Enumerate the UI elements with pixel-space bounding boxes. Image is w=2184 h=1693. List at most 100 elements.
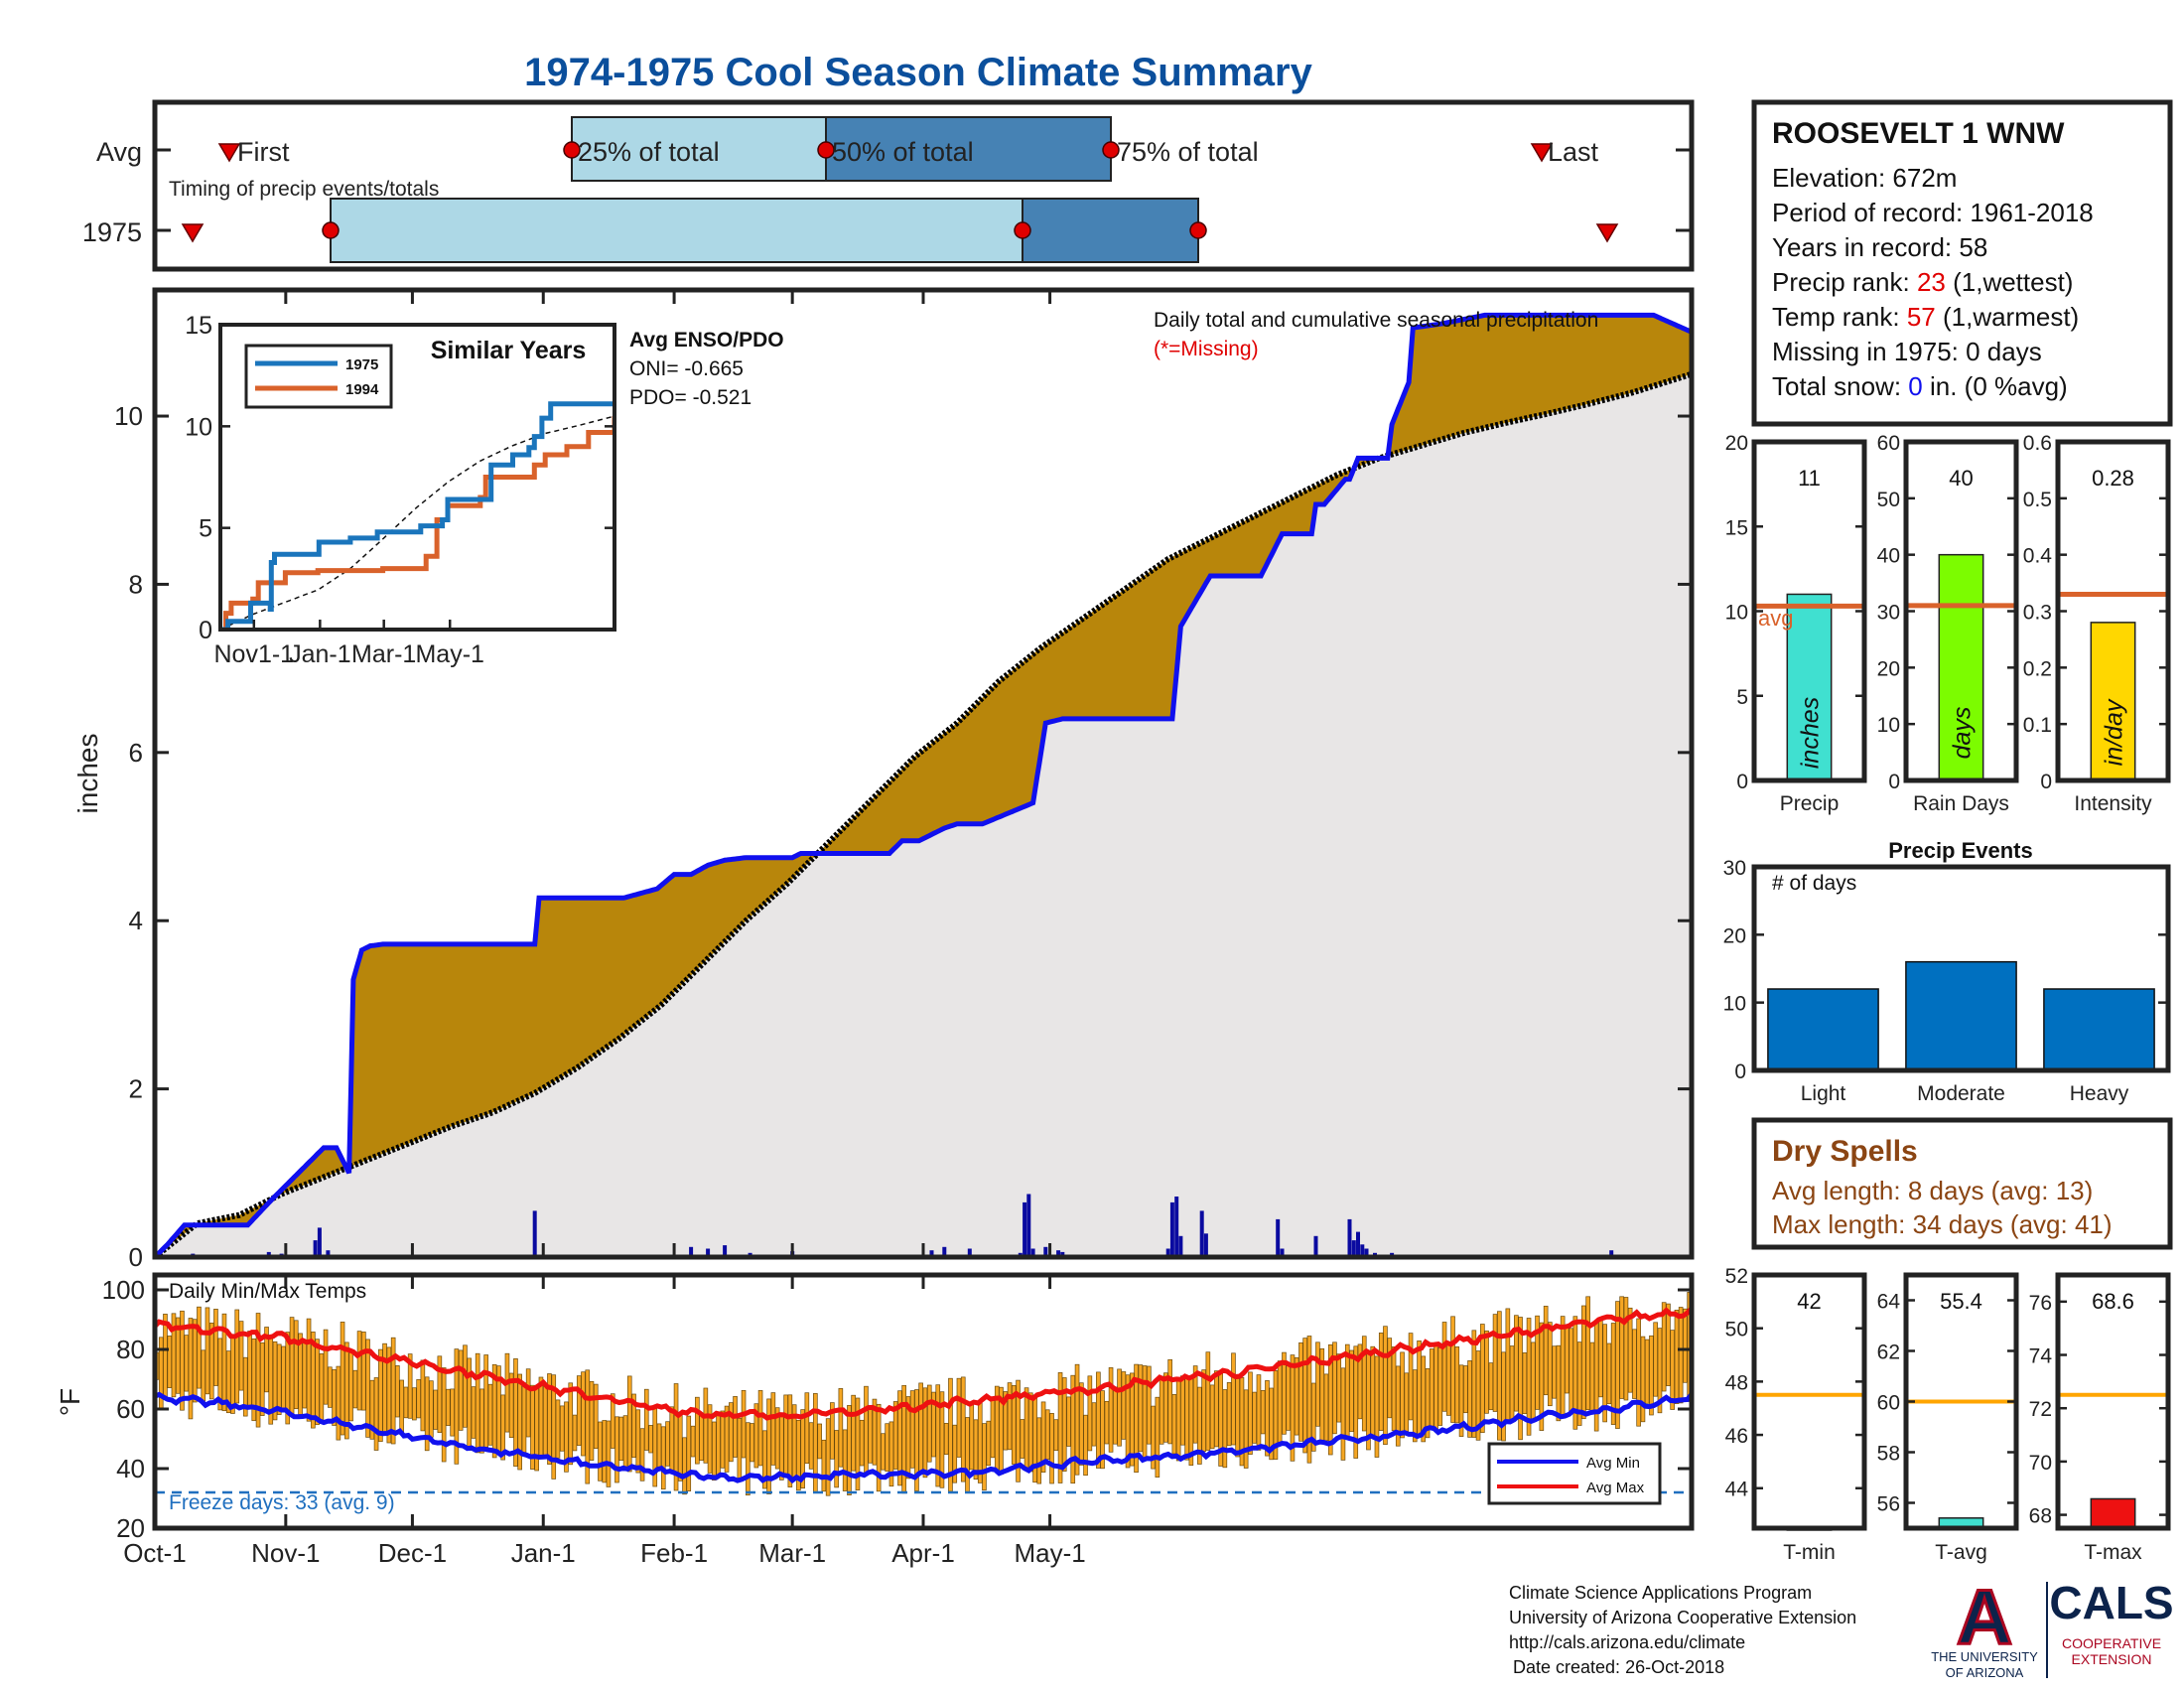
first-1975-marker xyxy=(181,223,205,243)
daily-temp-bar xyxy=(1518,1317,1523,1441)
daily-temp-bar xyxy=(1248,1371,1253,1455)
daily-precip-bar xyxy=(532,1210,537,1257)
temp-summary-bars: 44 46 48 50 52 42 T-min 56 58 60 62 64 55.4 T-avg 68 70… xyxy=(1725,1265,2171,1564)
daily-temp-bar xyxy=(1370,1345,1376,1436)
daily-precip-bar xyxy=(1169,1201,1174,1257)
events-x-label: Moderate xyxy=(1917,1082,2005,1105)
precip-rank-value: 23 xyxy=(1917,267,1946,297)
inset-y-tick-label: 5 xyxy=(199,515,212,543)
p50-label: 50% of total xyxy=(832,137,974,167)
daily-temp-bar xyxy=(1163,1372,1168,1443)
station-elevation: Elevation: 672m xyxy=(1772,163,1957,193)
daily-temp-bar xyxy=(1509,1345,1515,1420)
daily-temp-bar xyxy=(276,1343,282,1415)
main-caption: Daily total and cumulative seasonal prec… xyxy=(1154,309,1598,332)
ua-logo-text2: OF ARIZONA xyxy=(1946,1665,2024,1680)
daily-temp-bar xyxy=(695,1396,700,1465)
events-y-tick: 10 xyxy=(1723,993,1746,1016)
temp-summary-tick: 62 xyxy=(1877,1341,1900,1364)
daily-temp-bar xyxy=(395,1365,400,1418)
temp-summary-tick: 64 xyxy=(1877,1291,1901,1314)
month-tick-label: Oct-1 xyxy=(123,1538,187,1568)
daily-temp-bar xyxy=(1180,1375,1185,1446)
temp-summary-frame xyxy=(2055,1272,2171,1531)
daily-temp-bar xyxy=(332,1369,337,1426)
daily-temp-bar xyxy=(441,1367,447,1463)
daily-temp-bar xyxy=(686,1415,692,1491)
daily-temp-bar xyxy=(808,1422,814,1470)
inset-1994-line xyxy=(220,416,614,630)
daily-temp-bar xyxy=(1007,1382,1013,1451)
daily-temp-bar xyxy=(656,1423,662,1468)
avg-min-line xyxy=(155,1391,1692,1484)
daily-temp-bar xyxy=(665,1421,670,1467)
daily-temp-bar xyxy=(868,1405,873,1464)
timing-avg-bar-50-75 xyxy=(825,116,1112,182)
temp-y-tick-label: 60 xyxy=(116,1394,145,1424)
daily-precip-bar xyxy=(1043,1246,1048,1257)
daily-temp-bar xyxy=(302,1340,308,1409)
temp-legend xyxy=(1487,1442,1662,1505)
temp-y-tick-label: 20 xyxy=(116,1513,145,1543)
daily-temp-bar xyxy=(171,1313,177,1398)
daily-temp-bar xyxy=(1572,1316,1578,1430)
daily-temp-bar xyxy=(598,1421,603,1481)
temp-summary-background xyxy=(1754,1275,1864,1528)
daily-temp-bar xyxy=(1501,1351,1506,1442)
daily-temp-bar xyxy=(1539,1322,1545,1431)
daily-temp-bar xyxy=(1061,1377,1067,1472)
daily-temp-bar xyxy=(746,1422,751,1496)
daily-temp-bar xyxy=(1049,1413,1054,1484)
season-bar-tick: 20 xyxy=(1725,432,1748,455)
daily-temp-bar xyxy=(1226,1382,1232,1447)
station-years: Years in record: 58 xyxy=(1772,232,1987,262)
daily-temp-bar xyxy=(340,1322,345,1436)
daily-temp-bar xyxy=(1683,1308,1688,1383)
daily-temp-bar xyxy=(602,1420,608,1483)
daily-temp-bar xyxy=(1357,1343,1363,1420)
season-bar-tick: 40 xyxy=(1877,545,1900,568)
daily-temp-bar xyxy=(1522,1352,1528,1415)
daily-temp-bar xyxy=(525,1368,531,1438)
temp-rank: Temp rank: 57 (1,warmest) xyxy=(1772,302,2079,332)
temp-summary-frame xyxy=(1751,1272,1867,1531)
daily-temp-bar xyxy=(1184,1376,1189,1461)
inset-x-tick-label: Nov1-1 xyxy=(214,640,295,668)
daily-temp-bar xyxy=(242,1356,248,1417)
timing-avg-bar-25-50 xyxy=(571,116,827,182)
daily-temp-bar xyxy=(1171,1394,1177,1455)
daily-temp-bar xyxy=(319,1352,325,1425)
inset-y-tick-label: 0 xyxy=(199,617,212,644)
daily-temp-bar xyxy=(593,1383,599,1450)
daily-temp-bar xyxy=(817,1423,822,1460)
daily-precip-bar xyxy=(1023,1201,1027,1257)
daily-temp-bar xyxy=(1569,1328,1573,1412)
daily-temp-bar xyxy=(420,1359,426,1432)
daily-precip-bar xyxy=(929,1250,934,1257)
daily-temp-bar xyxy=(1209,1384,1215,1450)
season-bar-inner-label: days xyxy=(1949,707,1977,760)
daily-temp-bar xyxy=(1505,1308,1511,1423)
daily-temp-bar xyxy=(1302,1338,1307,1454)
inset-x-tick-label: Mar-1 xyxy=(351,640,416,668)
daily-temp-bar xyxy=(770,1392,776,1466)
legend-avg-min: Avg Min xyxy=(1586,1455,1640,1472)
temp-summary-tick: 48 xyxy=(1725,1371,1748,1394)
daily-temp-bar xyxy=(1214,1370,1219,1448)
page-title: 1974-1975 Cool Season Climate Summary xyxy=(524,51,1312,94)
daily-temp-bar xyxy=(1678,1307,1684,1404)
daily-temp-bar xyxy=(1585,1296,1590,1410)
daily-temp-bar xyxy=(830,1402,835,1460)
timing-year-label: 1975 xyxy=(82,217,142,247)
daily-temp-bar xyxy=(1404,1372,1410,1433)
month-tick-label: Apr-1 xyxy=(891,1538,955,1568)
daily-temp-bar xyxy=(622,1415,628,1471)
daily-temp-bar xyxy=(660,1426,666,1490)
daily-temp-bar xyxy=(572,1414,578,1452)
daily-temp-bar xyxy=(238,1321,244,1391)
daily-temp-bar xyxy=(1378,1333,1384,1431)
daily-temp-bar xyxy=(1121,1371,1127,1440)
daily-precip-bar xyxy=(1178,1235,1183,1257)
inset-x-tick-label: May-1 xyxy=(415,640,483,668)
daily-precip-bar xyxy=(1026,1194,1031,1257)
